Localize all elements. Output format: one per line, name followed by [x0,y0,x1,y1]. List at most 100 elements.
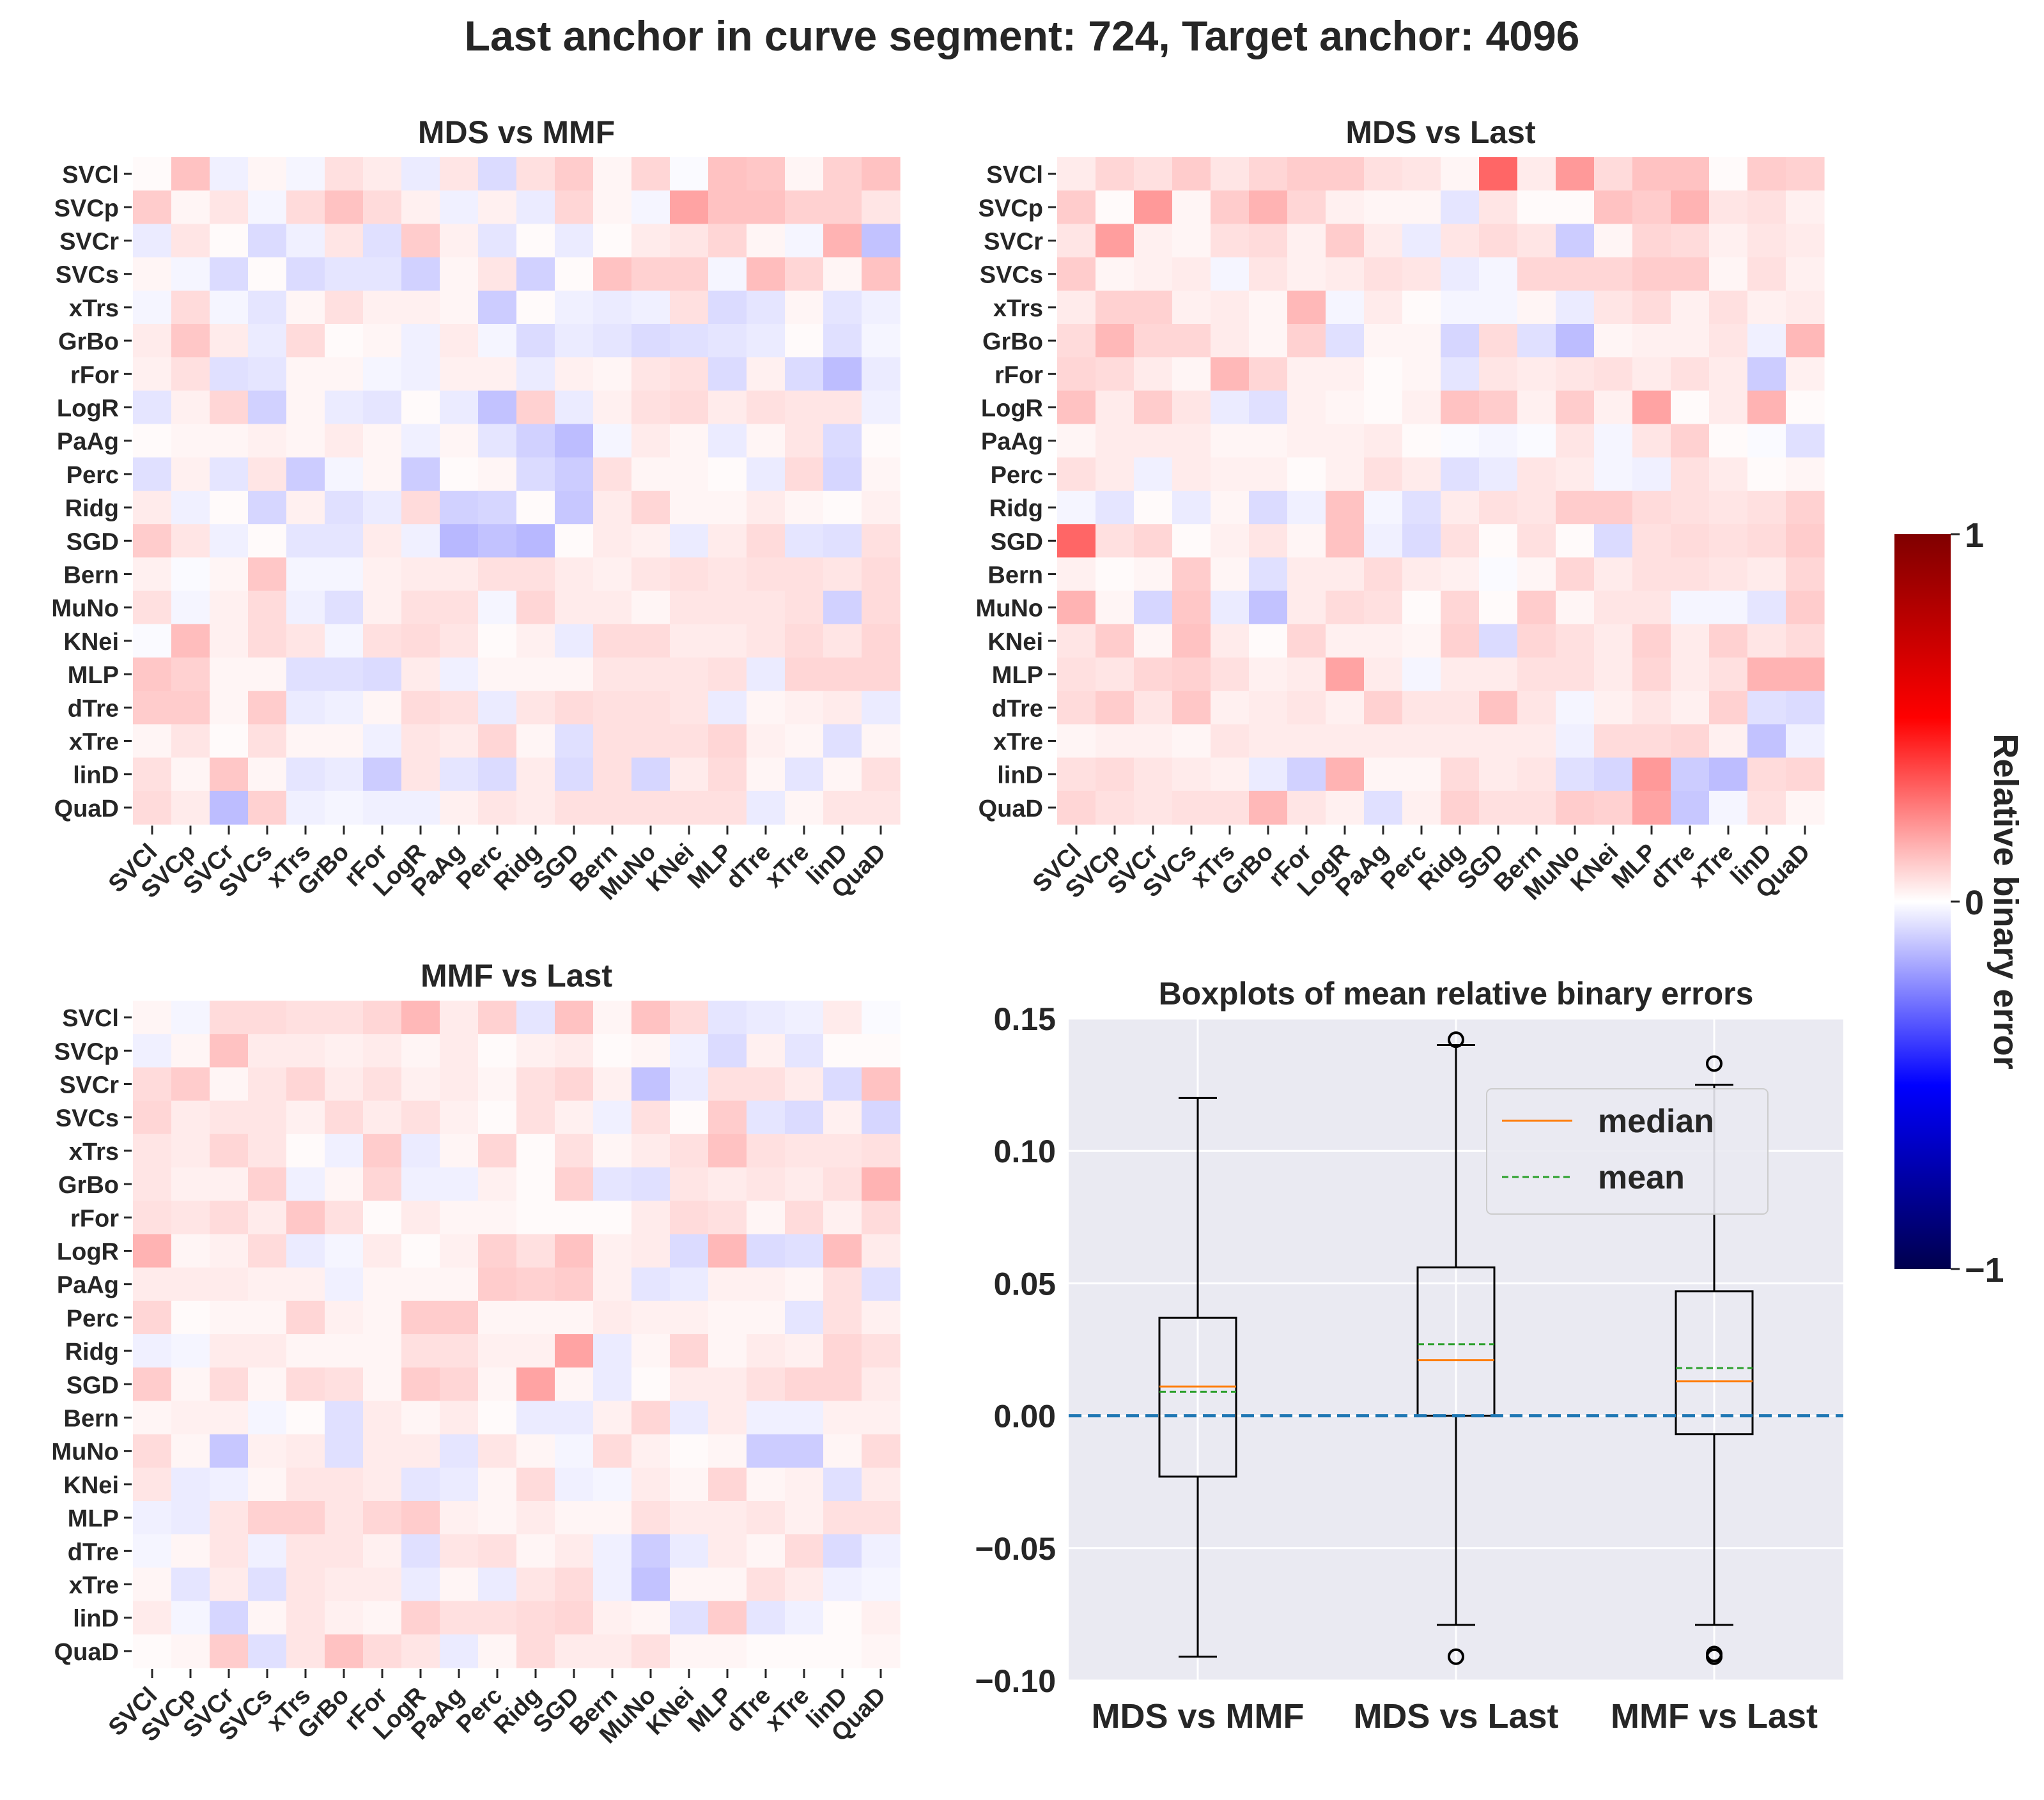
heatmap-cell [670,1034,709,1068]
heatmap-cell [785,624,824,658]
heatmap-cell [1326,557,1365,592]
heatmap-cell [516,1501,555,1535]
heatmap-cell [325,658,364,691]
flier-point [1448,1031,1464,1049]
heatmap-cell [1747,724,1786,758]
heatmap-cell [1441,324,1480,358]
heatmap-cell [747,1567,786,1602]
heatmap-cell [1594,658,1633,691]
heatmap-cell [1364,457,1403,491]
heatmap-cell [133,257,172,291]
heatmap-cell [1402,190,1441,224]
heatmap-cell [823,1201,862,1235]
heatmap-cell [708,1567,747,1602]
heatmap-cell [785,357,824,391]
heatmap-cell [1172,390,1211,425]
heatmap-cell [210,424,249,458]
heatmap-cell [440,1567,479,1602]
row-tick-label: QuaD [54,796,119,822]
heatmap-cell [1057,257,1096,291]
y-tick-label: 0.00 [994,1399,1056,1435]
heatmap-cell [708,1334,747,1368]
heatmap-cell [670,491,709,525]
heatmap-cell [1786,724,1825,758]
heatmap-cell [401,691,440,725]
heatmap-cell [1249,524,1288,558]
heatmap-cell [1517,190,1556,224]
heatmap-cell [401,658,440,691]
heatmap-cell [1479,357,1518,391]
heatmap-cell [478,524,517,558]
heatmap-cell [516,457,555,491]
heatmap-cell [1671,790,1710,825]
heatmap-cell [133,1100,172,1135]
heatmap-cell [325,1201,364,1235]
heatmap-cell [440,1601,479,1635]
heatmap-cell [363,790,402,825]
heatmap-cell [1441,190,1480,224]
heatmap-cell [1211,524,1250,558]
heatmap-cell [747,590,786,625]
heatmap-cell [363,724,402,758]
heatmap-cell [478,257,517,291]
heatmap-cell [286,724,325,758]
row-tick-label: KNei [63,1472,119,1499]
heatmap-cell [1517,224,1556,258]
heatmap-cell [708,691,747,725]
heatmap-cell [1747,290,1786,325]
heatmap-cell [286,424,325,458]
heatmap-cell [171,457,210,491]
heatmap-cell [862,1634,901,1668]
heatmap-cell [593,1067,632,1102]
heatmap-cell [1556,624,1595,658]
heatmap-cell [862,1534,901,1568]
heatmap-cell [363,290,402,325]
heatmap-cell [747,1034,786,1068]
heatmap-cell [1671,290,1710,325]
heatmap-cell [862,691,901,725]
heatmap-cell [1172,257,1211,291]
row-tick-label: SVCs [56,1105,119,1132]
heatmap-cell [1096,257,1134,291]
colorbar: 1 0 −1 Relative binary error [1894,516,2025,1289]
heatmap-cell [401,190,440,224]
heatmap-cell [1249,757,1288,792]
heatmap-cell [1402,691,1441,725]
heatmap-cell [286,691,325,725]
heatmap-cell [363,1434,402,1468]
heatmap-cell [593,1201,632,1235]
heatmap-cell [1211,257,1250,291]
heatmap-cell [747,1601,786,1635]
heatmap-cell [1441,224,1480,258]
heatmap-cell [862,1167,901,1201]
heatmap-cell [248,658,287,691]
heatmap-cell [325,524,364,558]
heatmap-cell [747,1067,786,1102]
heatmap-cell [862,224,901,258]
heatmap-cell [1671,724,1710,758]
heatmap-cell [401,1401,440,1435]
heatmap-cell [708,790,747,825]
heatmap-cell [1441,390,1480,425]
heatmap-cell [133,1334,172,1368]
heatmap-cell [631,1234,670,1268]
heatmap-cell [363,1601,402,1635]
heatmap-cell [1632,324,1671,358]
row-tick-label: SVCl [62,1005,119,1032]
heatmap-cell [862,1034,901,1068]
heatmap-cell [478,390,517,425]
heatmap-cell [1517,457,1556,491]
heatmap-cell [210,390,249,425]
row-tick-label: MLP [68,662,119,689]
heatmap-cell [631,190,670,224]
heatmap-cell [1479,557,1518,592]
heatmap-cell [1134,357,1173,391]
heatmap-cell [862,1434,901,1468]
heatmap-cell [785,724,824,758]
heatmap-cell [286,290,325,325]
heatmap-cell [1747,757,1786,792]
heatmap-cell [1441,691,1480,725]
heatmap-cell [823,1601,862,1635]
heatmap-cell [823,590,862,625]
heatmap-cell [1096,424,1134,458]
